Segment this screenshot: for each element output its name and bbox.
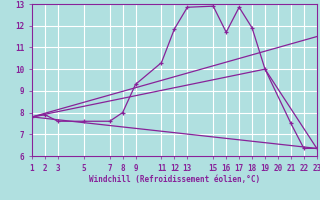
X-axis label: Windchill (Refroidissement éolien,°C): Windchill (Refroidissement éolien,°C): [89, 175, 260, 184]
